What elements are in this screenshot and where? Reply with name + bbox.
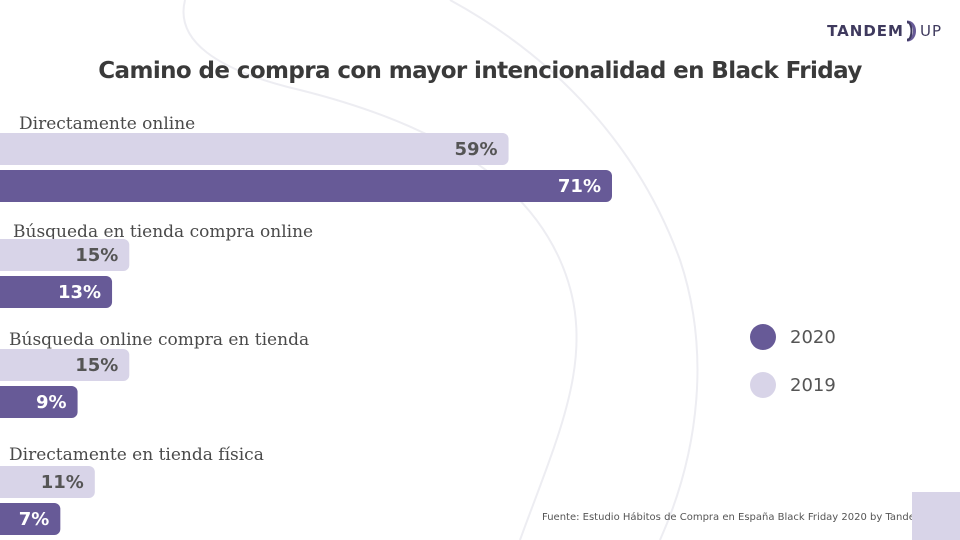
category-label-directamente-en-tienda-fisica: Directamente en tienda física (9, 445, 264, 465)
tandem-up-logo: TANDEM UP (827, 18, 942, 44)
bar-2020-busqueda-online-compra-en-tienda (0, 386, 78, 418)
logo-mark-icon (906, 20, 916, 42)
category-label-directamente-online: Directamente online (19, 114, 195, 134)
value-label-2019-directamente-online: 59% (454, 139, 497, 160)
value-label-2019-busqueda-en-tienda-compra-online: 15% (75, 245, 118, 266)
legend-label-2020: 2020 (790, 326, 836, 348)
category-label-busqueda-en-tienda-compra-online: Búsqueda en tienda compra online (13, 222, 313, 242)
chart-legend: 2020 2019 (750, 313, 836, 409)
legend-item-2020: 2020 (750, 313, 836, 361)
bar-2020-directamente-en-tienda-fisica (0, 503, 61, 535)
bar-2020-busqueda-en-tienda-compra-online (0, 276, 113, 308)
logo-text-up: UP (919, 22, 942, 40)
legend-item-2019: 2019 (750, 361, 836, 409)
value-label-2019-busqueda-online-compra-en-tienda: 15% (75, 355, 118, 376)
bar-2019-busqueda-online-compra-en-tienda (0, 349, 130, 381)
bar-2019-busqueda-en-tienda-compra-online (0, 239, 130, 271)
legend-swatch-2020 (750, 324, 776, 350)
bar-2019-directamente-online (0, 133, 509, 165)
legend-swatch-2019 (750, 372, 776, 398)
value-label-2020-busqueda-online-compra-en-tienda: 9% (36, 392, 67, 413)
bar-2020-directamente-online (0, 170, 612, 202)
logo-text-tandem: TANDEM (827, 22, 904, 40)
chart-title: Camino de compra con mayor intencionalid… (98, 58, 862, 84)
bar-2019-directamente-en-tienda-fisica (0, 466, 95, 498)
value-label-2020-busqueda-en-tienda-compra-online: 13% (58, 282, 101, 303)
bar-chart: Directamente online 59% 71% Búsqueda en tie… (0, 114, 612, 535)
legend-label-2019: 2019 (790, 374, 836, 396)
source-note: Fuente: Estudio Hábitos de Compra en Esp… (542, 512, 942, 523)
value-label-2020-directamente-online: 71% (558, 176, 601, 197)
value-label-2019-directamente-en-tienda-fisica: 11% (41, 472, 84, 493)
category-label-busqueda-online-compra-en-tienda: Búsqueda online compra en tienda (9, 330, 309, 350)
corner-decoration (912, 492, 960, 540)
value-label-2020-directamente-en-tienda-fisica: 7% (19, 509, 50, 530)
